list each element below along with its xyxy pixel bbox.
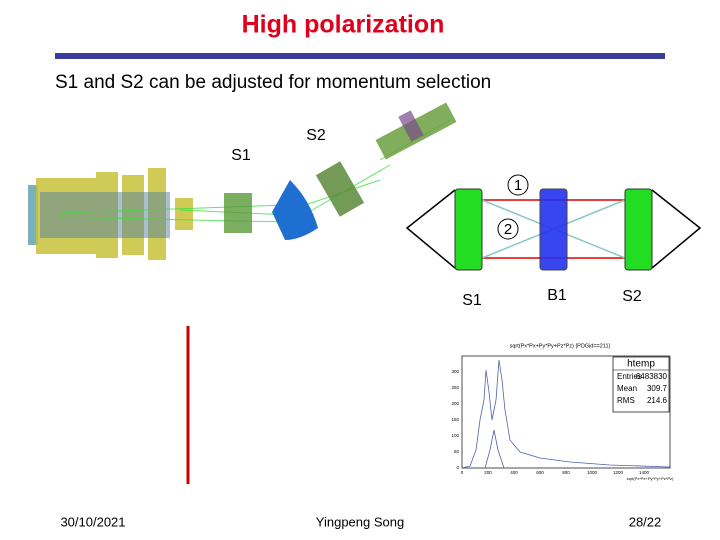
x-tick-label: 1200 xyxy=(613,470,624,475)
stats-box xyxy=(612,356,670,413)
beamline-illustration: S1 S2 xyxy=(28,102,457,260)
title: High polarization xyxy=(242,11,445,39)
footer-author: Yingpeng Song xyxy=(316,514,404,529)
histogram-curve-2 xyxy=(484,429,505,469)
footer-date: 30/10/2021 xyxy=(60,514,125,529)
x-tick-label: 800 xyxy=(562,470,570,475)
s2-label: S2 xyxy=(622,288,642,305)
path-1-label: 1 xyxy=(514,177,522,194)
y-tick-label: 250 xyxy=(451,385,459,390)
histogram-inset: sqrt(Px*Px+Py*Py+Pz*Pz) {PDGid==211} hte… xyxy=(451,343,674,481)
x-tick-label: 0 xyxy=(461,470,464,475)
x-tick-label: 1400 xyxy=(639,470,650,475)
path-2-label: 2 xyxy=(504,221,512,238)
s2-label: S2 xyxy=(306,127,326,144)
title-rule xyxy=(55,53,665,59)
y-tick-label: 50 xyxy=(454,449,460,454)
plot-frame xyxy=(461,355,671,469)
stats-key: Entries xyxy=(617,372,642,381)
y-tick-label: 300 xyxy=(451,369,459,374)
stats-key: RMS xyxy=(617,396,635,405)
histogram-curve xyxy=(461,359,671,469)
x-tick-label: 200 xyxy=(484,470,492,475)
footer-page: 28/22 xyxy=(629,514,662,529)
y-tick-label: 150 xyxy=(451,417,459,422)
x-axis-label: sqrt(Px*Px+Py*Py+Pz*Pz) xyxy=(627,476,674,481)
x-tick-label: 1000 xyxy=(587,470,598,475)
stats-value: 6483830 xyxy=(636,372,668,381)
bending-magnet xyxy=(272,180,318,240)
subtitle: S1 and S2 can be adjusted for momentum s… xyxy=(55,72,491,93)
histogram-title: sqrt(Px*Px+Py*Py+Pz*Pz) {PDGid==211} xyxy=(510,343,611,349)
stats-value: 214.6 xyxy=(647,396,668,405)
s1-label: S1 xyxy=(462,292,482,309)
schematic: 1 2 S1 B1 S2 xyxy=(405,174,702,309)
x-tick-label: 600 xyxy=(536,470,544,475)
stats-title: htemp xyxy=(627,359,655,370)
s1-label: S1 xyxy=(231,147,251,164)
stats-key: Mean xyxy=(617,384,637,393)
y-tick-label: 100 xyxy=(451,433,459,438)
b1-label: B1 xyxy=(547,287,567,304)
y-tick-label: 0 xyxy=(456,465,459,470)
x-tick-label: 400 xyxy=(510,470,518,475)
stats-value: 309.7 xyxy=(647,384,668,393)
y-tick-label: 200 xyxy=(451,401,459,406)
